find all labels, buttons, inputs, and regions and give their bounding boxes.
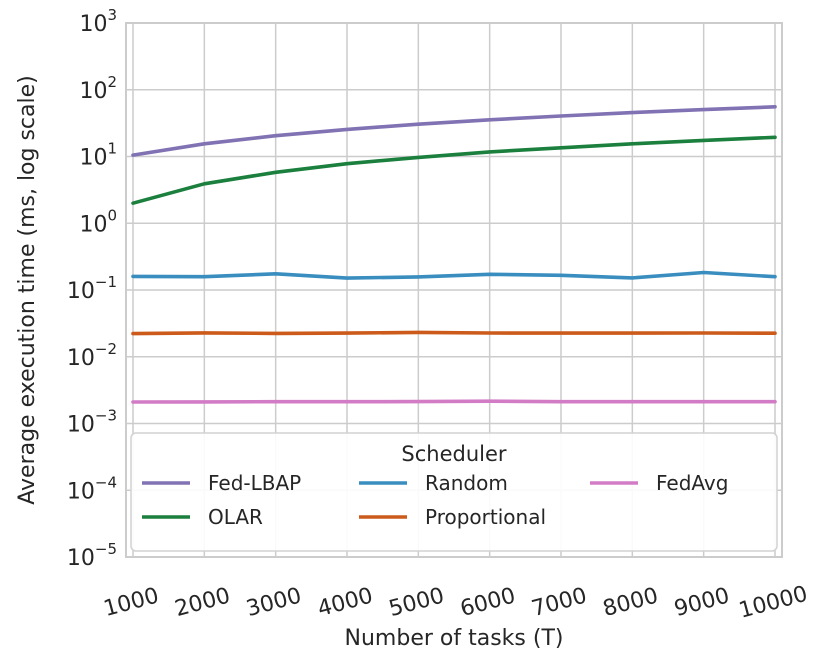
- x-tick-label: 7000: [529, 583, 590, 622]
- y-tick-label: 10−4: [67, 473, 117, 504]
- series-lines: [131, 105, 777, 404]
- y-tick-label: 10−3: [67, 407, 117, 438]
- x-tick-label: 3000: [244, 583, 305, 622]
- y-tick-label: 101: [79, 140, 117, 171]
- y-tick-label: 103: [79, 6, 117, 37]
- x-tick-label: 2000: [172, 583, 233, 622]
- legend-label: Fed-LBAP: [208, 471, 301, 495]
- y-tick-label: 100: [79, 206, 117, 237]
- series-line-fedavg: [131, 399, 777, 404]
- series-line-olar: [131, 135, 777, 205]
- x-tick-label: 10000: [736, 582, 810, 624]
- legend-box: [130, 432, 778, 552]
- plot-frame: [125, 22, 783, 558]
- y-tick-label: 10−2: [67, 340, 117, 371]
- x-tick-label: 8000: [600, 583, 661, 622]
- legend-label: Random: [425, 471, 508, 495]
- series-line-random: [131, 270, 777, 280]
- x-tick-label: 1000: [101, 583, 162, 622]
- y-axis-label: Average execution time (ms, log scale): [15, 75, 40, 505]
- series-line-fed-lbap: [131, 105, 777, 157]
- y-tick-label: 10−1: [67, 273, 117, 304]
- x-tick-label: 9000: [672, 583, 733, 622]
- x-axis-label: Number of tasks (T): [345, 626, 564, 651]
- legend-label: FedAvg: [656, 471, 728, 495]
- x-tick-label: 5000: [386, 583, 447, 622]
- x-tick-label: 6000: [458, 583, 519, 622]
- y-axis-ticks: 10−5 10−4 10−3 10−2 10−1 100 101 102 103: [67, 6, 117, 571]
- legend-label: Proportional: [425, 505, 546, 529]
- series-line-proportional: [131, 330, 777, 336]
- y-tick-label: 10−5: [67, 540, 117, 571]
- x-axis-ticks: 1000 2000 3000 4000 5000 6000 7000 8000 9000 1000…: [101, 582, 810, 624]
- legend: Scheduler Fed-LBAP OLAR Random Proportional…: [130, 432, 778, 552]
- y-tick-label: 102: [79, 73, 117, 104]
- x-tick-label: 4000: [315, 583, 376, 622]
- legend-title: Scheduler: [401, 442, 506, 466]
- legend-label: OLAR: [208, 505, 263, 529]
